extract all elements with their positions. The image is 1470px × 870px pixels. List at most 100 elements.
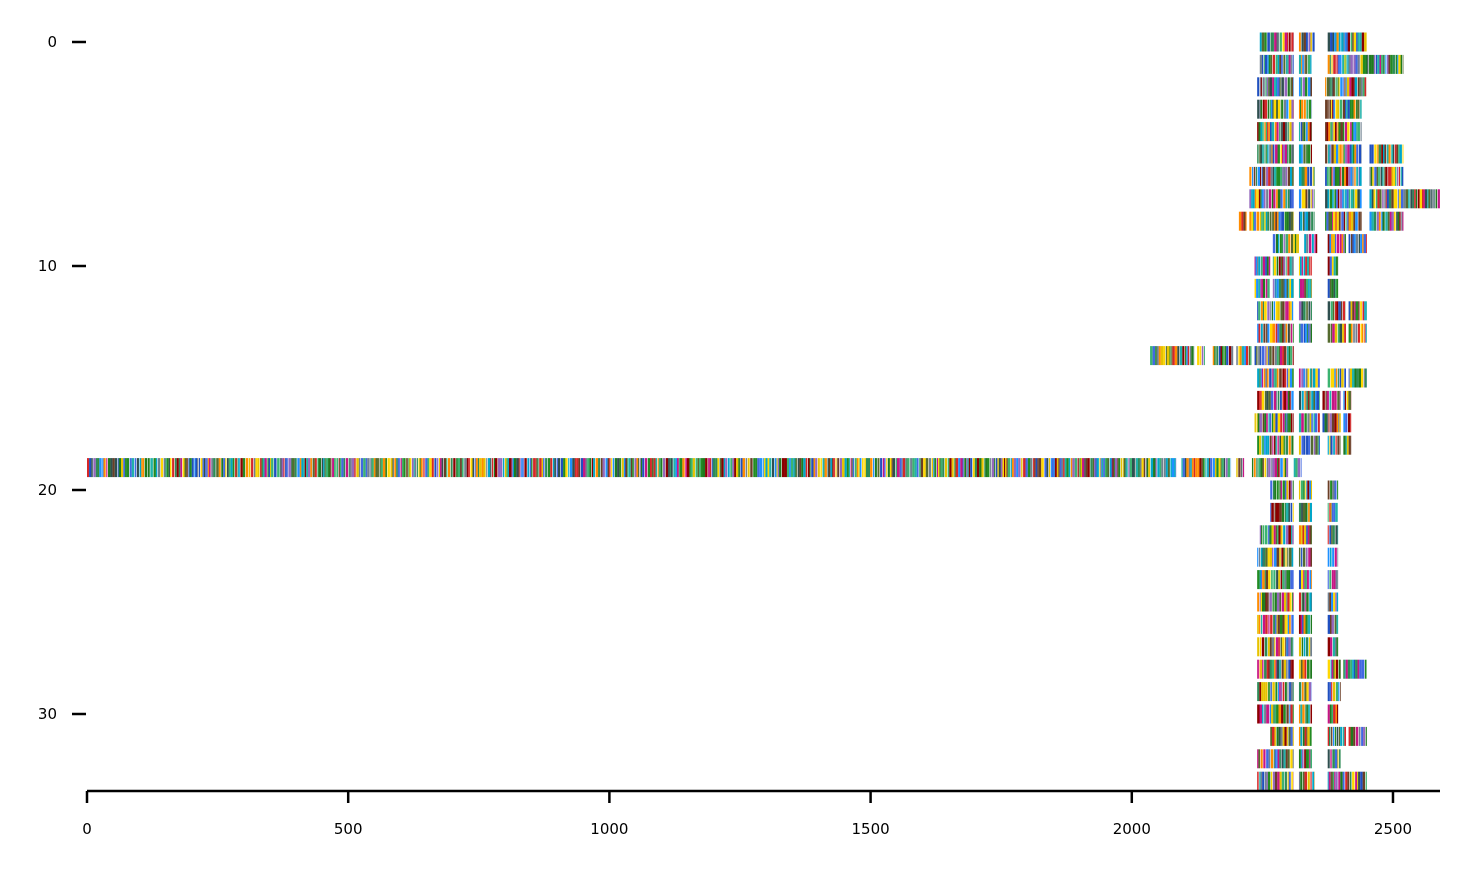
aligned-segment bbox=[1328, 301, 1346, 320]
aligned-segment bbox=[1299, 503, 1312, 522]
aligned-segment bbox=[1257, 391, 1293, 410]
alignment-row bbox=[1249, 167, 1403, 186]
aligned-segment bbox=[1322, 413, 1340, 432]
aligned-segment bbox=[1299, 55, 1312, 74]
aligned-segment bbox=[1325, 122, 1362, 141]
aligned-segment bbox=[1328, 33, 1367, 52]
alignment-row bbox=[1257, 145, 1403, 164]
aligned-segment bbox=[1343, 413, 1351, 432]
aligned-segment bbox=[87, 458, 1176, 477]
aligned-segment bbox=[1257, 593, 1294, 612]
aligned-segment bbox=[1273, 279, 1294, 298]
alignment-row bbox=[1257, 705, 1338, 724]
aligned-segment bbox=[1299, 525, 1312, 544]
aligned-segment bbox=[1343, 660, 1366, 679]
aligned-segment bbox=[1325, 77, 1367, 96]
aligned-segment bbox=[1257, 772, 1294, 791]
aligned-segment bbox=[1349, 234, 1367, 253]
aligned-segment bbox=[1257, 660, 1294, 679]
aligned-segment bbox=[1349, 301, 1367, 320]
y-ticks: 0 10 20 30 bbox=[38, 33, 86, 723]
aligned-segment bbox=[1257, 570, 1293, 589]
aligned-segment bbox=[1257, 324, 1294, 343]
aligned-segment bbox=[1273, 257, 1294, 276]
alignment-row bbox=[1150, 346, 1294, 365]
x-tick-label: 500 bbox=[334, 820, 363, 838]
aligned-segment bbox=[1257, 145, 1294, 164]
aligned-segment bbox=[1299, 212, 1315, 231]
alignment-row bbox=[1255, 413, 1352, 432]
aligned-segment bbox=[1328, 481, 1338, 500]
y-tick-label: 0 bbox=[47, 33, 57, 51]
y-tick-label: 30 bbox=[38, 705, 57, 723]
aligned-segment bbox=[1328, 369, 1346, 388]
aligned-segment bbox=[1273, 234, 1299, 253]
aligned-segment bbox=[1270, 481, 1294, 500]
aligned-segment bbox=[1249, 189, 1293, 208]
aligned-segment bbox=[1299, 100, 1312, 119]
alignment-row bbox=[1255, 279, 1339, 298]
alignment-row bbox=[1257, 593, 1338, 612]
aligned-segment bbox=[1299, 257, 1312, 276]
alignment-row bbox=[1257, 772, 1367, 791]
alignment-row bbox=[1257, 100, 1361, 119]
alignment-row bbox=[1257, 324, 1367, 343]
alignment-row bbox=[1257, 436, 1351, 455]
aligned-segment bbox=[1328, 682, 1341, 701]
x-tick-label: 1000 bbox=[590, 820, 628, 838]
aligned-segment bbox=[1299, 369, 1320, 388]
aligned-segment bbox=[1328, 749, 1341, 768]
alignment-row bbox=[1270, 727, 1367, 746]
alignment-row bbox=[1257, 660, 1366, 679]
x-tick-label: 2500 bbox=[1374, 820, 1412, 838]
aligned-segment bbox=[1257, 548, 1293, 567]
y-tick-label: 20 bbox=[38, 481, 57, 499]
aligned-segment bbox=[1299, 436, 1320, 455]
aligned-segment bbox=[1236, 346, 1251, 365]
aligned-segment bbox=[1257, 637, 1294, 656]
alignment-row bbox=[1257, 615, 1338, 634]
aligned-segment bbox=[1181, 458, 1231, 477]
aligned-segment bbox=[1369, 212, 1403, 231]
aligned-segment bbox=[1328, 55, 1404, 74]
aligned-segment bbox=[1299, 749, 1312, 768]
aligned-segment bbox=[1343, 436, 1351, 455]
aligned-segment bbox=[1294, 458, 1302, 477]
aligned-segment bbox=[1343, 391, 1351, 410]
aligned-segment bbox=[1257, 705, 1294, 724]
y-tick-label: 10 bbox=[38, 257, 57, 275]
aligned-segment bbox=[1325, 212, 1362, 231]
aligned-segment bbox=[1369, 189, 1439, 208]
aligned-segment bbox=[1328, 279, 1338, 298]
aligned-segment bbox=[1257, 369, 1294, 388]
aligned-segment bbox=[1260, 525, 1294, 544]
aligned-segment bbox=[1257, 122, 1294, 141]
aligned-segment bbox=[1328, 548, 1338, 567]
aligned-segment bbox=[1299, 301, 1312, 320]
aligned-segment bbox=[1299, 637, 1312, 656]
alignment-row bbox=[1257, 391, 1351, 410]
aligned-segment bbox=[1255, 346, 1294, 365]
aligned-segment bbox=[1299, 481, 1312, 500]
alignment-row bbox=[1257, 301, 1367, 320]
aligned-segment bbox=[1270, 727, 1294, 746]
aligned-segment bbox=[1299, 77, 1312, 96]
aligned-segment bbox=[1328, 660, 1341, 679]
aligned-segment bbox=[1255, 413, 1294, 432]
alignment-row bbox=[1239, 212, 1404, 231]
aligned-segment bbox=[1325, 100, 1362, 119]
aligned-segment bbox=[1328, 772, 1367, 791]
aligned-segment bbox=[1299, 772, 1315, 791]
alignment-row bbox=[1257, 749, 1340, 768]
aligned-segment bbox=[1257, 749, 1294, 768]
alignment-row bbox=[1270, 481, 1338, 500]
aligned-segment bbox=[1299, 615, 1312, 634]
aligned-segment bbox=[1325, 167, 1362, 186]
aligned-segment bbox=[1239, 212, 1247, 231]
aligned-segment bbox=[1369, 167, 1403, 186]
aligned-segment bbox=[1349, 324, 1367, 343]
aligned-segment bbox=[1299, 145, 1312, 164]
aligned-segment bbox=[1257, 682, 1294, 701]
aligned-segment bbox=[1328, 637, 1338, 656]
